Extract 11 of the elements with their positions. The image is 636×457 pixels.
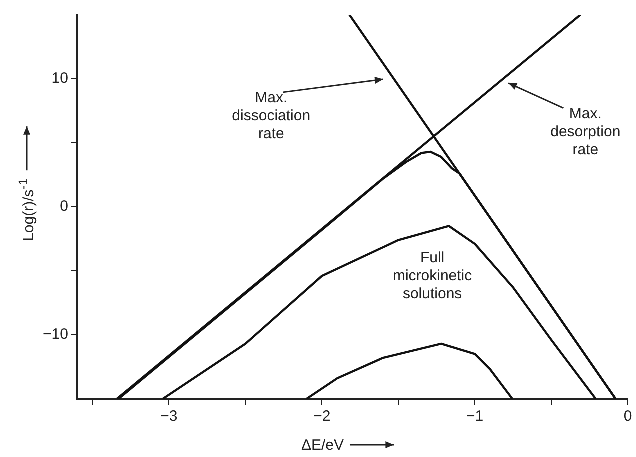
x-tick-label: −2: [314, 408, 331, 426]
x-tick-label: 0: [624, 408, 632, 426]
y-tick-label: 10: [52, 70, 68, 88]
x-tick-label: −3: [160, 408, 178, 426]
y-tick-label: −10: [42, 326, 68, 344]
x-tick-label: −1: [466, 408, 484, 426]
annotation: Max. desorption rate: [550, 105, 621, 158]
x-axis-title: ΔE/eV: [301, 437, 344, 454]
y-tick-label: 0: [60, 198, 68, 216]
annotation: Max. dissociation rate: [232, 89, 311, 142]
annotation: Full microkinetic solutions: [392, 250, 473, 303]
